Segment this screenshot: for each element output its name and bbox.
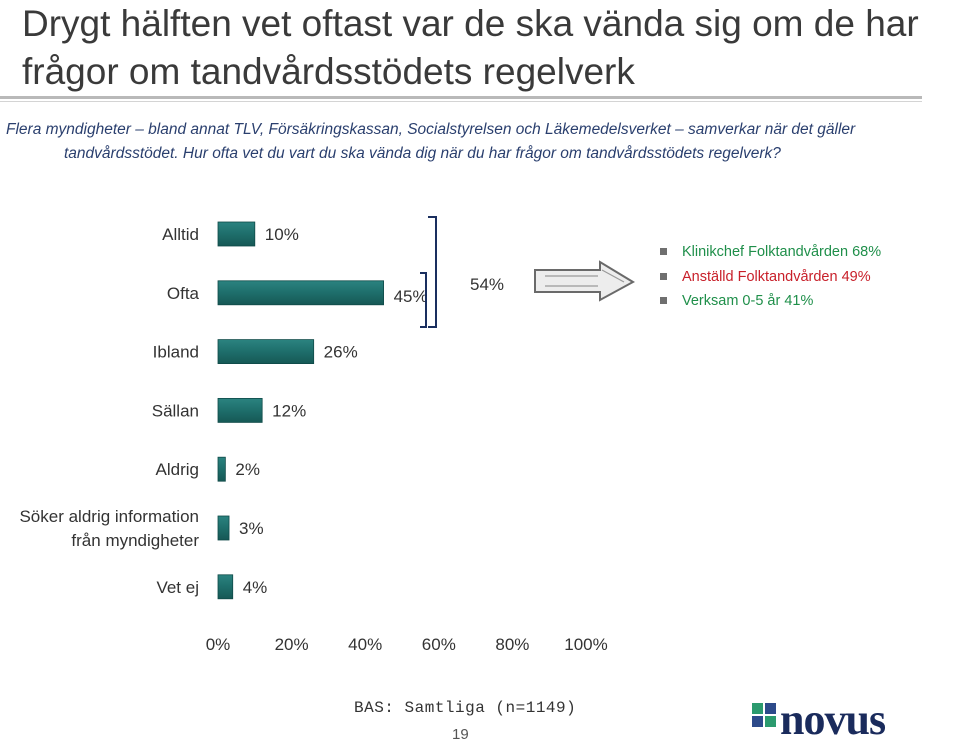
bracket-left — [420, 272, 427, 328]
subgroup-item: Verksam 0-5 år 41% — [660, 289, 881, 314]
bar — [217, 515, 230, 541]
subgroup-list: Klinikchef Folktandvården 68% Anställd F… — [660, 240, 881, 314]
bar — [217, 397, 263, 423]
value-label: 3% — [239, 519, 264, 538]
x-tick-label: 100% — [564, 635, 607, 654]
category-label-line: Söker aldrig information — [19, 507, 199, 526]
page-title: Drygt hälften vet oftast var de ska vänd… — [22, 3, 919, 92]
category-label-line: Aldrig — [156, 460, 199, 479]
bar-chart: Alltid 10% Ofta 45% Ibland 26% Sällan 12% Aldrig… — [19, 216, 636, 654]
category-label: Aldrig — [156, 460, 199, 479]
category-label-line: Ofta — [167, 284, 200, 303]
category-label: Ibland — [153, 343, 199, 362]
x-tick-label: 40% — [348, 635, 382, 654]
title-rule-thin — [0, 101, 922, 102]
bar — [217, 221, 256, 247]
base-note: BAS: Samtliga (n=1149) — [354, 699, 577, 717]
value-label: 4% — [243, 578, 268, 597]
subgroup-item: Klinikchef Folktandvården 68% — [660, 240, 881, 265]
value-label: 12% — [272, 401, 306, 420]
novus-logo: novus — [752, 700, 887, 740]
logo-text: novus — [780, 700, 886, 740]
bar — [217, 574, 234, 600]
category-label: Vet ej — [156, 578, 199, 597]
question-line-1: Flera myndigheter – bland annat TLV, För… — [6, 121, 856, 138]
subgroup-item: Anställd Folktandvården 49% — [660, 265, 881, 290]
category-label-line: Sällan — [152, 401, 199, 420]
question-text: Flera myndigheter – bland annat TLV, För… — [6, 118, 936, 166]
arrow-icon — [534, 260, 636, 302]
category-label: Söker aldrig information från myndigheter — [19, 507, 199, 550]
category-label: Sällan — [152, 401, 199, 420]
bracket: 54% — [420, 216, 504, 328]
value-label: 2% — [235, 460, 260, 479]
x-tick-label: 60% — [422, 635, 456, 654]
category-label-line: Ibland — [153, 343, 199, 362]
category-label: Ofta — [167, 284, 200, 303]
category-label-line: Vet ej — [156, 578, 199, 597]
question-line-2: tandvårdsstödet. Hur ofta vet du vart du… — [64, 145, 781, 162]
bracket-label: 54% — [470, 275, 504, 294]
title-rule — [0, 96, 922, 99]
value-label: 10% — [265, 225, 299, 244]
x-tick-label: 80% — [495, 635, 529, 654]
bar — [217, 280, 385, 306]
bracket-right — [428, 216, 437, 328]
bar — [217, 339, 315, 365]
bar — [217, 456, 226, 482]
category-label-line: Alltid — [162, 225, 199, 244]
x-tick-label: 0% — [206, 635, 231, 654]
x-tick-label: 20% — [275, 635, 309, 654]
value-label: 45% — [394, 287, 428, 306]
value-label: 26% — [324, 343, 358, 362]
category-label-line: från myndigheter — [71, 531, 199, 550]
category-label: Alltid — [162, 225, 199, 244]
page-number: 19 — [452, 726, 469, 743]
